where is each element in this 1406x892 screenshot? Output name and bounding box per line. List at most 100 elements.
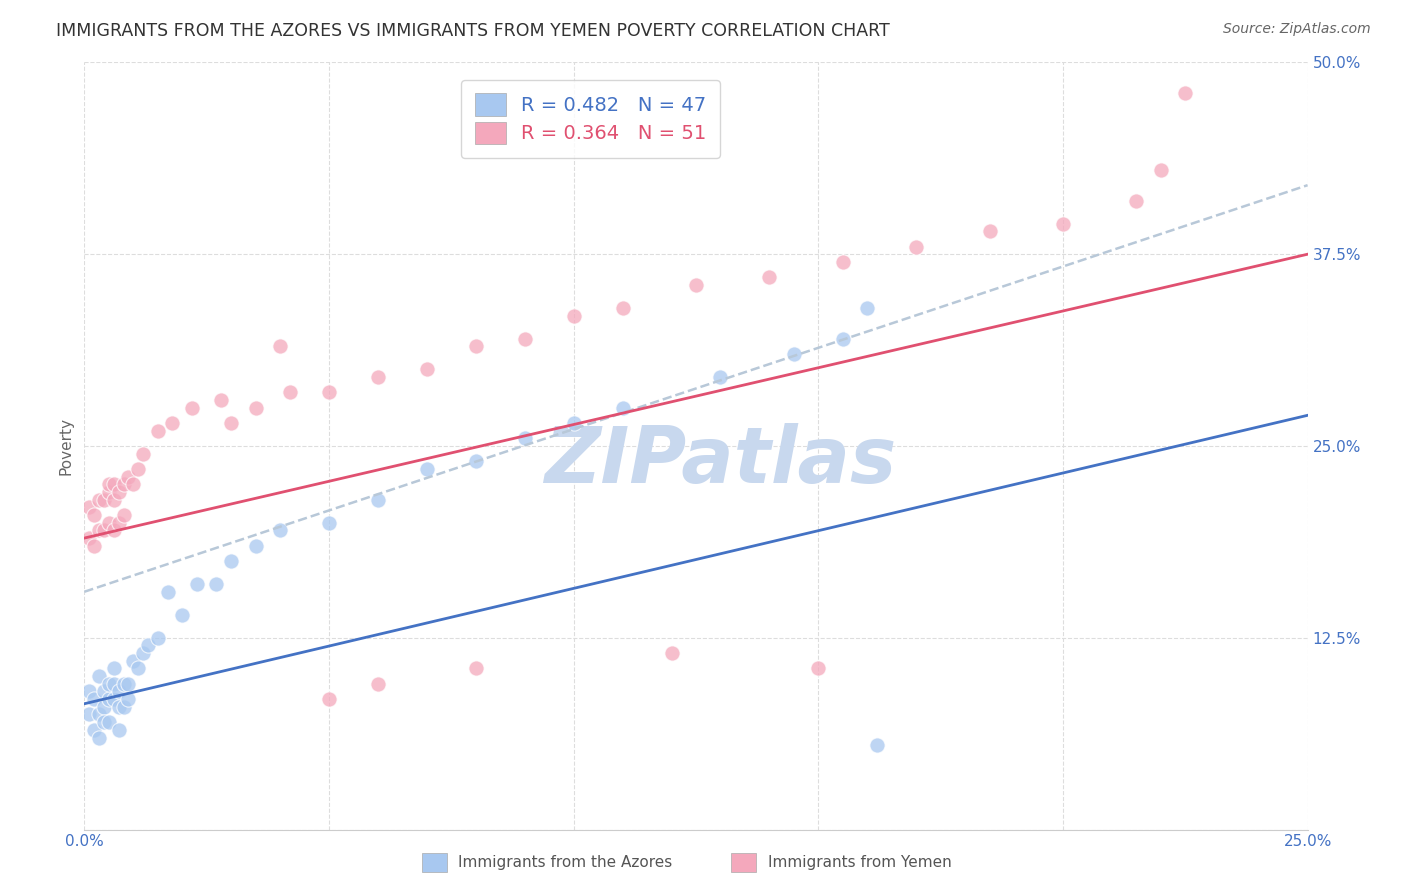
Point <box>513 431 536 445</box>
Point <box>117 677 139 691</box>
Point <box>93 492 115 507</box>
Point <box>186 577 208 591</box>
Point <box>77 707 100 722</box>
Point <box>367 492 389 507</box>
Point <box>132 646 155 660</box>
Point <box>103 661 125 675</box>
Point <box>87 731 110 745</box>
Point <box>245 401 267 415</box>
Point <box>318 692 340 706</box>
Point <box>661 646 683 660</box>
Point <box>107 516 129 530</box>
Point <box>97 715 120 730</box>
Point <box>83 539 105 553</box>
Point <box>93 524 115 538</box>
Point <box>97 677 120 691</box>
Point <box>1125 194 1147 208</box>
Point <box>83 723 105 737</box>
Point <box>112 477 135 491</box>
Y-axis label: Poverty: Poverty <box>58 417 73 475</box>
Point <box>464 339 486 353</box>
Point <box>127 661 149 675</box>
Point <box>513 332 536 346</box>
Point <box>87 492 110 507</box>
Point <box>117 469 139 483</box>
Point <box>107 699 129 714</box>
Point <box>97 692 120 706</box>
Point <box>318 516 340 530</box>
Point <box>77 500 100 515</box>
Point <box>416 462 439 476</box>
Point <box>156 584 179 599</box>
Point <box>83 508 105 522</box>
Point <box>758 270 780 285</box>
Point <box>1174 86 1197 100</box>
Point <box>562 309 585 323</box>
Point <box>245 539 267 553</box>
Point <box>1150 162 1173 177</box>
Point <box>112 699 135 714</box>
Point <box>87 707 110 722</box>
Point <box>107 723 129 737</box>
Point <box>219 416 242 430</box>
Point <box>136 639 159 653</box>
Point <box>209 392 232 407</box>
Point <box>77 531 100 545</box>
Point <box>122 654 145 668</box>
Point <box>107 684 129 698</box>
Point <box>112 508 135 522</box>
Point <box>205 577 228 591</box>
Point <box>87 524 110 538</box>
Point <box>464 454 486 468</box>
Point <box>464 661 486 675</box>
Point <box>367 370 389 384</box>
Point <box>87 669 110 683</box>
Point <box>112 677 135 691</box>
Point <box>103 524 125 538</box>
Point <box>127 462 149 476</box>
Point <box>979 224 1001 238</box>
Point <box>146 631 169 645</box>
Point <box>103 492 125 507</box>
Point <box>83 692 105 706</box>
Point <box>709 370 731 384</box>
Point <box>1052 217 1074 231</box>
Point <box>97 516 120 530</box>
Point <box>172 607 194 622</box>
Point <box>562 416 585 430</box>
Point <box>97 477 120 491</box>
Text: IMMIGRANTS FROM THE AZORES VS IMMIGRANTS FROM YEMEN POVERTY CORRELATION CHART: IMMIGRANTS FROM THE AZORES VS IMMIGRANTS… <box>56 22 890 40</box>
Point <box>103 692 125 706</box>
Point <box>905 239 928 253</box>
Legend: R = 0.482   N = 47, R = 0.364   N = 51: R = 0.482 N = 47, R = 0.364 N = 51 <box>461 79 720 158</box>
Point <box>107 485 129 500</box>
Point <box>77 684 100 698</box>
Point <box>103 677 125 691</box>
Point <box>416 362 439 376</box>
Text: Source: ZipAtlas.com: Source: ZipAtlas.com <box>1223 22 1371 37</box>
Point <box>866 738 889 752</box>
Point <box>93 715 115 730</box>
Point <box>367 677 389 691</box>
Point <box>122 477 145 491</box>
Point <box>612 401 634 415</box>
Point <box>162 416 184 430</box>
Point <box>181 401 204 415</box>
Point <box>318 385 340 400</box>
Point <box>146 424 169 438</box>
Point <box>278 385 301 400</box>
Point <box>685 277 707 292</box>
Point <box>807 661 830 675</box>
Point <box>831 332 853 346</box>
Point <box>97 485 120 500</box>
Point <box>93 699 115 714</box>
Point <box>783 347 806 361</box>
Point <box>831 255 853 269</box>
Point <box>856 301 879 315</box>
Point <box>93 684 115 698</box>
Point <box>103 477 125 491</box>
Point <box>219 554 242 568</box>
Point <box>132 447 155 461</box>
Point <box>117 692 139 706</box>
Text: Immigrants from the Azores: Immigrants from the Azores <box>458 855 672 870</box>
